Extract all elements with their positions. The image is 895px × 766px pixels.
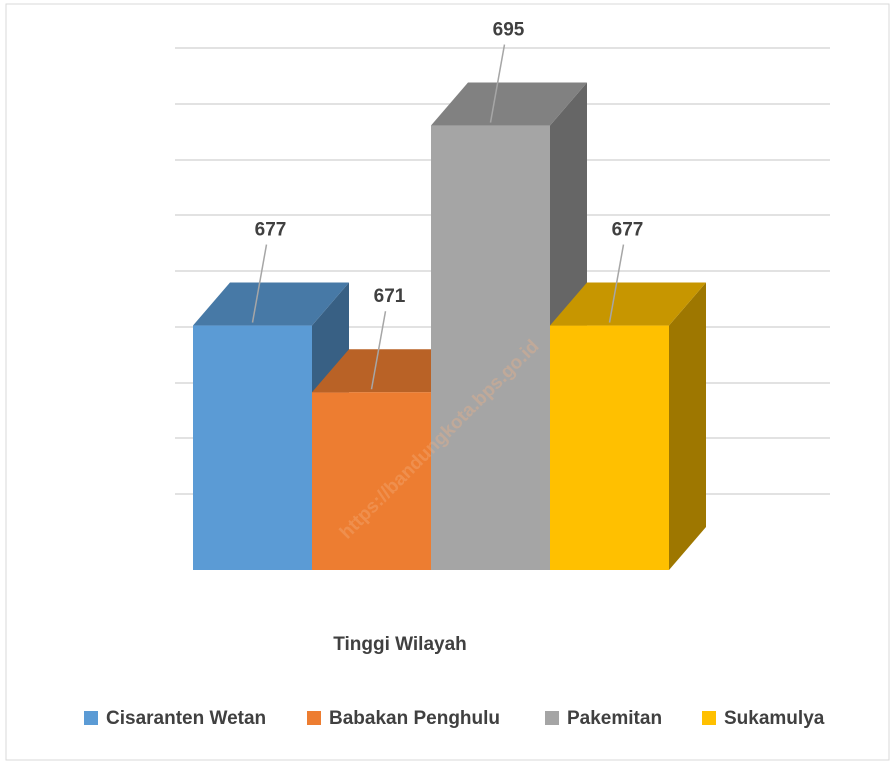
legend-swatch [84, 711, 98, 725]
legend-label: Babakan Penghulu [329, 708, 500, 729]
category-label: Tinggi Wilayah [333, 634, 467, 655]
leader-line [489, 44, 506, 123]
legend-label: Sukamulya [724, 708, 825, 729]
bar-top [431, 82, 587, 126]
data-label: 677 [612, 220, 644, 241]
data-label: 671 [374, 286, 406, 307]
bar [193, 325, 312, 570]
bar [431, 125, 550, 571]
bar-top [312, 349, 468, 393]
data-label: 677 [255, 220, 287, 241]
leader-line [251, 244, 268, 323]
legend-swatch [307, 711, 321, 725]
legend-label: Cisaranten Wetan [106, 708, 266, 729]
bar-side [669, 282, 706, 570]
legend-swatch [545, 711, 559, 725]
bar-top [550, 282, 706, 326]
legend-swatch [702, 711, 716, 725]
bar-top [193, 282, 349, 326]
bar [312, 392, 431, 570]
leader-line [370, 311, 387, 390]
legend-label: Pakemitan [567, 708, 662, 729]
data-label: 695 [493, 20, 525, 41]
leader-line [608, 244, 625, 323]
bar [550, 325, 669, 570]
